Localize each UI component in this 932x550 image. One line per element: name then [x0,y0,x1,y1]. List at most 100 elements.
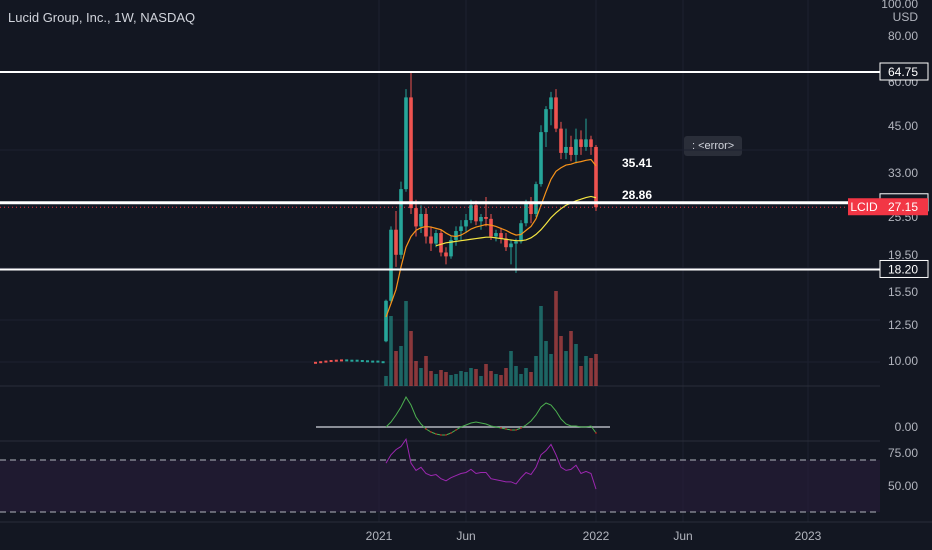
pre-ipo-point [366,360,369,363]
candle-body [514,241,518,244]
candle-body [519,223,523,242]
volume-bar [534,356,538,386]
rsi-pane [0,385,880,513]
candle-body [554,97,558,129]
oscillator-negative-point [430,431,432,433]
pre-ipo-point [334,359,338,362]
indicator-error-tooltip[interactable]: : <error> [684,136,743,156]
pre-ipo-point [381,361,385,364]
candle-body [499,233,503,239]
volume-bar [419,368,423,386]
volume-bar [434,374,438,386]
candle-body [404,97,408,190]
candle-body [409,97,413,209]
price-tick-label: 80.00 [888,29,918,43]
oscillator-negative-point [425,428,427,430]
candle-body [544,109,548,133]
volume-bar [504,368,508,386]
rsi-band [0,460,880,512]
volume-bar [539,306,543,386]
candle-body [399,189,403,255]
volume-bar [574,344,578,386]
candle-body [424,213,428,237]
time-tick-label: Jun [673,529,692,543]
candle-body [594,146,598,208]
horizontal-levels [0,71,880,271]
oscillator-negative-point [455,429,457,431]
volume-bar [529,372,533,386]
volume-bar [499,375,503,386]
pre-ipo-point [355,359,359,362]
candle-body [469,205,473,221]
time-tick-label: 2023 [795,529,822,543]
candle-body [494,233,498,237]
oscillator-negative-point [500,427,502,429]
candle-body [384,300,388,342]
candle-body [564,146,568,153]
volume-bar [549,354,553,386]
volume-bar [559,336,563,386]
oscillator-negative-point [520,427,522,429]
ticker-label: LCID [850,200,878,214]
volume-bar [509,351,513,386]
price-tick-label: 33.00 [888,166,918,180]
candle-body [569,146,573,155]
last-price-badge [880,198,928,216]
time-tick-label: 2021 [366,529,393,543]
ma-value-labels: 35.41 28.86 [622,156,652,202]
currency-label: USD [893,10,919,24]
volume-bar [479,376,483,386]
pre-ipo-point [324,360,328,363]
volume-bar [569,331,573,386]
candle-body [419,213,423,227]
volume-bar [424,356,428,386]
volume-bar [464,372,468,386]
candle-body [484,217,488,219]
volume-bar [469,368,473,386]
candle-body [414,208,418,227]
candle-body [474,205,478,222]
ticker-badge [848,198,880,216]
pre-ipo-point [360,360,364,362]
ma-fast-line [385,158,597,318]
volume-bar [429,371,433,386]
price-tick-label: 45.00 [888,119,918,133]
candle-body [579,139,583,147]
oscillator-negative-point [445,434,447,436]
level-price-label: 18.20 [888,262,918,276]
ma-slow-value: 28.86 [622,188,652,202]
price-tick-label: 19.50 [888,248,918,262]
oscillator-negative-point [435,433,437,435]
volume-bar [444,372,448,386]
level-price-label: 64.75 [888,65,918,79]
candle-body [389,229,393,301]
volume-bar [544,341,548,386]
volume-bar [449,375,453,386]
candle-body [504,238,508,248]
candle-body [559,128,563,153]
candle-body [434,233,438,244]
volume-bar [494,374,498,386]
volume-bar [514,366,518,386]
chart-title: Lucid Group, Inc., 1W, NASDAQ [8,10,196,25]
volume-bar [414,361,418,386]
volume-bar [394,351,398,386]
last-price-label: 27.15 [888,200,918,214]
pre-ipo-point [314,361,317,364]
candle-body [444,252,448,257]
candle-body [439,233,443,253]
volume-bar [584,356,588,386]
pre-ipo-point [371,360,375,363]
volume-bars [384,291,598,386]
candle-body [394,229,398,255]
pre-ipo-series [314,359,385,364]
pre-ipo-point [345,359,349,362]
oscillator-negative-point [515,429,517,431]
oscillator-negative-point [595,432,597,434]
volume-bar [589,358,593,386]
oscillator-tick-label: 0.00 [895,420,919,434]
candle-body [534,184,538,214]
oscillator-negative-point [505,428,507,430]
volume-bar [399,346,403,386]
